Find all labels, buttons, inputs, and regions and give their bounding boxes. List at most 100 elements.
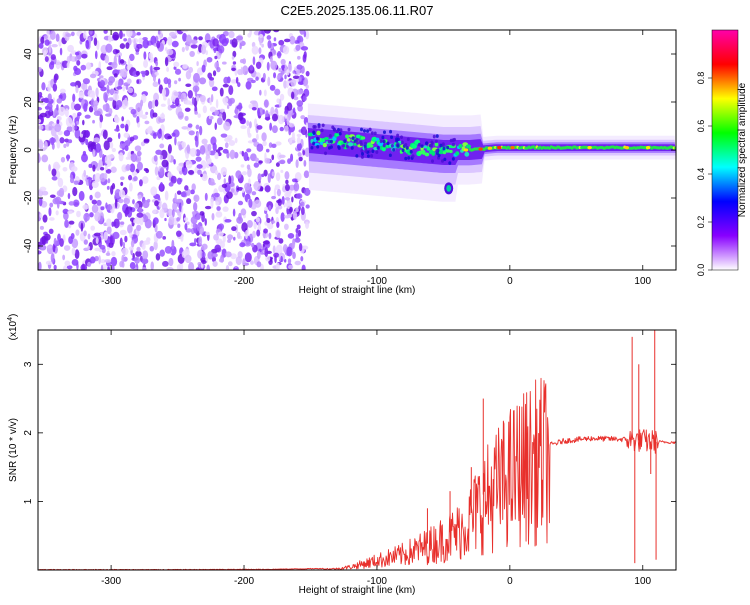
noise-cell [262,140,267,147]
noise-cell [166,267,174,270]
noise-cell [219,113,222,119]
noise-cell [74,103,82,111]
signal-accent-cell [448,161,452,165]
noise-cell [129,232,133,239]
noise-cell [258,34,264,38]
noise-cell [56,119,60,125]
spectrogram-x-tick-label: -200 [234,276,254,287]
noise-cell [63,245,71,251]
noise-cell [246,120,250,127]
noise-cell [176,208,180,216]
noise-cell [284,171,290,180]
noise-cell [220,133,228,138]
noise-cell [62,208,69,215]
noise-cell [271,171,275,177]
noise-cell [59,238,64,247]
signal-accent-cell [404,156,408,161]
signal-accent-cell [324,151,328,156]
noise-cell [292,107,296,114]
noise-cell [120,221,125,225]
noise-cell [241,150,245,157]
noise-cell [66,265,73,270]
noise-cell [248,198,253,208]
noise-cell [302,149,306,156]
spectrogram-x-tick-label: -300 [101,276,121,287]
noise-cell [136,161,143,171]
noise-cell [256,261,262,268]
noise-cell [231,67,237,71]
noise-cell [52,243,56,253]
noise-cell [190,39,198,45]
noise-cell [282,45,290,55]
noise-cell [258,47,262,55]
noise-cell [263,169,268,177]
noise-cell [275,207,279,215]
noise-cell [83,169,87,177]
noise-cell [300,46,309,51]
signal-accent-cell [321,123,325,128]
noise-cell [286,69,290,76]
noise-cell [251,242,255,248]
noise-cell [225,251,232,258]
snr-x-tick-label: -200 [234,576,254,587]
noise-cell [70,232,75,240]
noise-cell [119,59,125,64]
signal-core-cell [381,146,386,152]
noise-cell [142,39,150,49]
signal-accent-cell [360,149,364,153]
noise-cell [162,235,167,240]
signal-accent-cell [451,157,455,161]
noise-cell [104,155,112,165]
noise-cell [74,123,78,131]
noise-cell [143,240,151,245]
signal-core-cell [455,151,460,156]
noise-cell [178,77,181,82]
noise-cell [110,166,117,173]
noise-cell [270,60,278,70]
noise-cell [222,97,229,104]
noise-cell [221,183,228,189]
noise-cell [107,80,113,86]
noise-cell [219,33,227,44]
noise-cell [184,185,189,191]
noise-cell [161,88,167,98]
noise-cell [138,37,144,44]
signal-accent-cell [339,128,343,132]
noise-cell [251,210,257,217]
noise-cell [244,182,251,191]
noise-cell [118,152,124,162]
noise-cell [106,84,110,93]
noise-cell [263,89,267,97]
signal-core-cell [316,130,321,136]
noise-cell [195,156,202,162]
noise-cell [213,234,219,241]
signal-accent-cell [355,140,359,145]
noise-cell [296,224,301,230]
noise-cell [217,172,222,181]
noise-cell [58,106,66,116]
noise-cell [167,143,172,154]
noise-cell [77,111,82,117]
noise-cell [185,160,193,169]
signal-accent-cell [409,150,413,154]
noise-cell [131,171,138,177]
spectrogram-signal-track [307,103,676,202]
noise-cell [209,106,216,113]
snr-unit-label: (x104) [7,314,19,341]
noise-cell [273,37,277,42]
noise-cell [160,113,166,120]
noise-cell [167,78,172,85]
noise-cell [271,195,277,200]
noise-cell [243,151,249,162]
noise-cell [76,210,81,218]
colorbar-tick-label: 0.8 [696,72,706,85]
noise-cell [38,67,42,72]
signal-accent-cell [388,153,392,158]
noise-cell [240,208,247,216]
noise-cell [127,87,134,94]
signal-accent-cell [316,144,320,149]
noise-cell [156,205,160,210]
noise-cell [242,258,246,267]
noise-cell [278,238,284,244]
noise-cell [189,147,197,157]
